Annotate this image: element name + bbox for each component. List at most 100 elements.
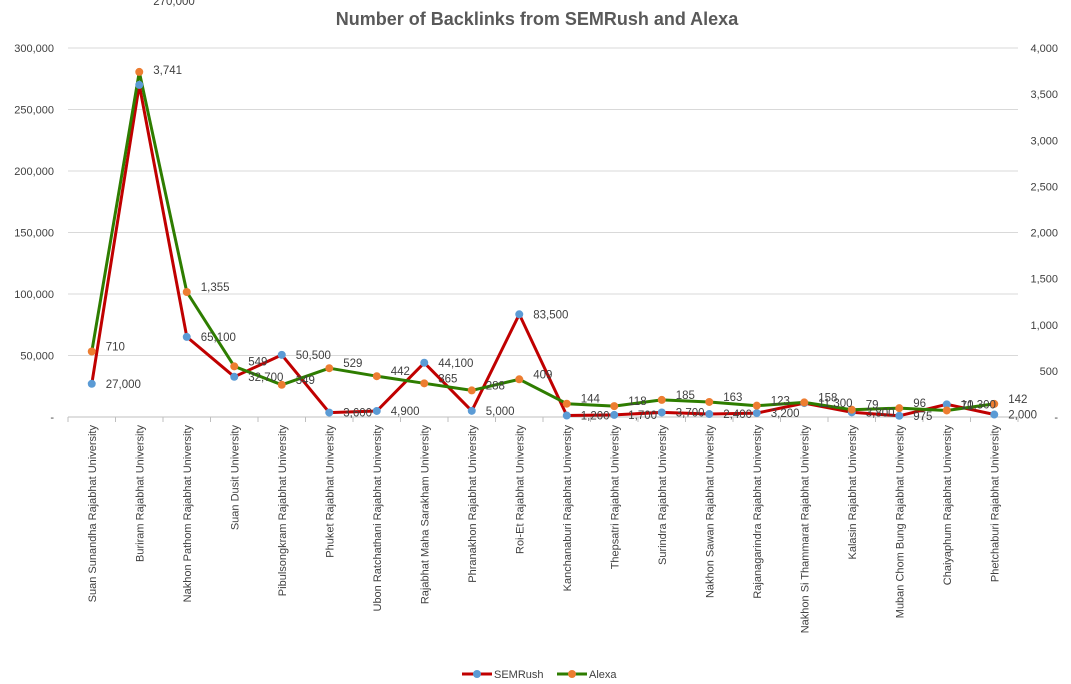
right-tick-label: 4,000 <box>1030 43 1058 55</box>
point-alexa-chaiyaphum-rajabhat-university <box>942 406 951 415</box>
category-label-nakhon-pathom-rajabhat-university: Nakhon Pathom Rajabhat University <box>182 425 194 603</box>
point-alexa-suan-sunandha-rajabhat-university <box>87 347 96 356</box>
point-semrush-roi-et-rajabhat-university <box>515 310 524 319</box>
point-semrush-rajabhat-maha-sarakham-university <box>420 358 429 367</box>
data-label-semrush-muban-chom-bung-rajabhat-university: 975 <box>913 411 932 423</box>
category-label-kanchanaburi-rajabhat-university: Kanchanaburi Rajabhat University <box>562 425 574 592</box>
legend-label-alexa: Alexa <box>589 669 617 681</box>
point-alexa-phuket-rajabhat-university <box>325 364 334 373</box>
point-alexa-roi-et-rajabhat-university <box>515 375 524 384</box>
point-semrush-ubon-ratchathani-rajabhat-university <box>372 406 381 415</box>
category-label-thepsatri-rajabhat-university: Thepsatri Rajabhat University <box>609 425 621 570</box>
data-label-semrush-buriram-rajabhat-university: 270,000 <box>153 0 195 8</box>
data-label-alexa-thepsatri-rajabhat-university: 118 <box>628 396 646 408</box>
right-tick-label: 3,500 <box>1030 89 1058 101</box>
data-label-alexa-nakhon-si-thammarat-rajabhat-university: 158 <box>818 392 837 404</box>
data-labels: 27,000 270,000 65,100 32,700 50,500 3,600 4,90… <box>106 0 1037 423</box>
data-label-alexa-phetchaburi-rajabhat-university: 142 <box>1008 394 1027 406</box>
data-label-alexa-nakhon-sawan-rajabhat-university: 163 <box>723 392 742 404</box>
point-alexa-buriram-rajabhat-university <box>135 67 144 76</box>
data-label-semrush-ubon-ratchathani-rajabhat-university: 4,900 <box>391 406 420 418</box>
data-label-semrush-suan-sunandha-rajabhat-university: 27,000 <box>106 379 141 391</box>
point-semrush-suan-sunandha-rajabhat-university <box>87 379 96 388</box>
point-semrush-phranakhon-rajabhat-university <box>467 406 476 415</box>
data-label-alexa-kanchanaburi-rajabhat-university: 144 <box>581 394 601 406</box>
right-tick-label: 1,000 <box>1030 320 1058 332</box>
left-y-axis: - 50,000 100,000 150,000 200,000 250,000 300,0… <box>14 43 54 424</box>
point-semrush-pibulsongkram-rajabhat-university <box>277 350 286 359</box>
category-label-buriram-rajabhat-university: Buriram Rajabhat University <box>134 425 146 562</box>
left-tick-label: 100,000 <box>14 289 54 301</box>
data-label-alexa-suan-sunandha-rajabhat-university: 710 <box>106 342 125 354</box>
data-label-alexa-phranakhon-rajabhat-university: 288 <box>486 380 505 392</box>
right-tick-label: - <box>1054 412 1058 424</box>
data-label-alexa-surindra-rajabhat-university: 185 <box>676 390 695 402</box>
series-line-semrush <box>90 83 995 418</box>
data-label-semrush-surindra-rajabhat-university: 3,700 <box>676 407 705 419</box>
point-alexa-ubon-ratchathani-rajabhat-university <box>372 372 381 381</box>
data-label-alexa-buriram-rajabhat-university: 3,741 <box>153 65 182 77</box>
data-label-semrush-rajanagarindra-rajabhat-university: 3,200 <box>771 408 800 420</box>
point-alexa-kalasin-rajabhat-university <box>847 405 856 414</box>
data-label-semrush-roi-et-rajabhat-university: 83,500 <box>533 309 568 321</box>
data-label-semrush-chaiyaphum-rajabhat-university: 10,300 <box>961 399 996 411</box>
point-alexa-thepsatri-rajabhat-university <box>610 402 619 411</box>
data-label-alexa-kalasin-rajabhat-university: 79 <box>866 400 879 412</box>
point-alexa-muban-chom-bung-rajabhat-university <box>895 404 904 413</box>
data-label-alexa-ubon-ratchathani-rajabhat-university: 442 <box>391 366 410 378</box>
category-label-roi-et-rajabhat-university: Roi-Et Rajabhat University <box>514 425 526 554</box>
point-semrush-suan-dusit-university <box>230 372 239 381</box>
left-tick-label: 150,000 <box>14 228 54 240</box>
point-semrush-phetchaburi-rajabhat-university <box>990 410 999 419</box>
legend: SEMRush Alexa <box>462 669 617 681</box>
right-tick-label: 3,000 <box>1030 135 1058 147</box>
left-tick-label: 50,000 <box>20 351 54 363</box>
category-label-nakhon-si-thammarat-rajabhat-university: Nakhon Si Thammarat Rajabhat University <box>799 425 811 634</box>
point-alexa-nakhon-si-thammarat-rajabhat-university <box>800 398 809 407</box>
left-tick-label: 300,000 <box>14 43 54 55</box>
series-line-alexa <box>90 70 995 412</box>
data-label-alexa-roi-et-rajabhat-university: 409 <box>533 369 552 381</box>
point-semrush-thepsatri-rajabhat-university <box>610 410 619 419</box>
category-label-surindra-rajabhat-university: Surindra Rajabhat University <box>657 425 669 566</box>
category-label-chaiyaphum-rajabhat-university: Chaiyaphum Rajabhat University <box>942 425 954 586</box>
left-tick-label: 200,000 <box>14 166 54 178</box>
category-label-rajabhat-maha-sarakham-university: Rajabhat Maha Sarakham University <box>419 425 431 605</box>
right-tick-label: 2,500 <box>1030 181 1058 193</box>
data-label-semrush-phetchaburi-rajabhat-university: 2,000 <box>1008 410 1037 422</box>
right-tick-label: 2,000 <box>1030 228 1058 240</box>
chart-title: Number of Backlinks from SEMRush and Ale… <box>336 9 739 29</box>
category-label-suan-sunandha-rajabhat-university: Suan Sunandha Rajabhat University <box>87 425 99 603</box>
data-label-alexa-muban-chom-bung-rajabhat-university: 96 <box>913 398 926 410</box>
right-y-axis: - 500 1,000 1,500 2,000 2,500 3,000 3,500 4,000 <box>1030 43 1058 424</box>
point-semrush-kanchanaburi-rajabhat-university <box>562 411 571 420</box>
point-alexa-kanchanaburi-rajabhat-university <box>562 399 571 408</box>
point-semrush-buriram-rajabhat-university <box>135 80 144 89</box>
data-label-semrush-nakhon-si-thammarat-rajabhat-university: 11,300 <box>818 398 852 410</box>
left-tick-label: - <box>50 412 54 424</box>
point-alexa-suan-dusit-university <box>230 362 239 371</box>
right-tick-label: 500 <box>1040 366 1058 378</box>
point-alexa-rajabhat-maha-sarakham-university <box>420 379 429 388</box>
point-semrush-muban-chom-bung-rajabhat-university <box>895 411 904 420</box>
point-semrush-nakhon-pathom-rajabhat-university <box>182 332 191 341</box>
data-label-semrush-thepsatri-rajabhat-university: 1,700 <box>628 410 657 422</box>
legend-label-semrush: SEMRush <box>494 669 544 681</box>
data-label-semrush-pibulsongkram-rajabhat-university: 50,500 <box>296 350 331 362</box>
data-label-semrush-suan-dusit-university: 32,700 <box>248 372 283 384</box>
right-tick-label: 1,500 <box>1030 274 1058 286</box>
category-label-phranakhon-rajabhat-university: Phranakhon Rajabhat University <box>467 425 479 583</box>
legend-marker-semrush <box>473 670 481 678</box>
data-label-alexa-phuket-rajabhat-university: 529 <box>343 358 362 370</box>
point-semrush-nakhon-sawan-rajabhat-university <box>705 410 714 419</box>
category-label-ubon-ratchathani-rajabhat-university: Ubon Ratchathani Rajabhat University <box>372 425 384 612</box>
category-label-phetchaburi-rajabhat-university: Phetchaburi Rajabhat University <box>989 425 1001 583</box>
category-label-phuket-rajabhat-university: Phuket Rajabhat University <box>324 425 336 558</box>
data-label-alexa-rajanagarindra-rajabhat-university: 123 <box>771 396 790 408</box>
data-label-semrush-phuket-rajabhat-university: 3,600 <box>343 408 372 420</box>
point-alexa-rajanagarindra-rajabhat-university <box>752 401 761 410</box>
point-semrush-rajanagarindra-rajabhat-university <box>752 409 761 418</box>
category-label-rajanagarindra-rajabhat-university: Rajanagarindra Rajabhat University <box>752 425 764 599</box>
data-label-semrush-kanchanaburi-rajabhat-university: 1,200 <box>581 411 610 423</box>
